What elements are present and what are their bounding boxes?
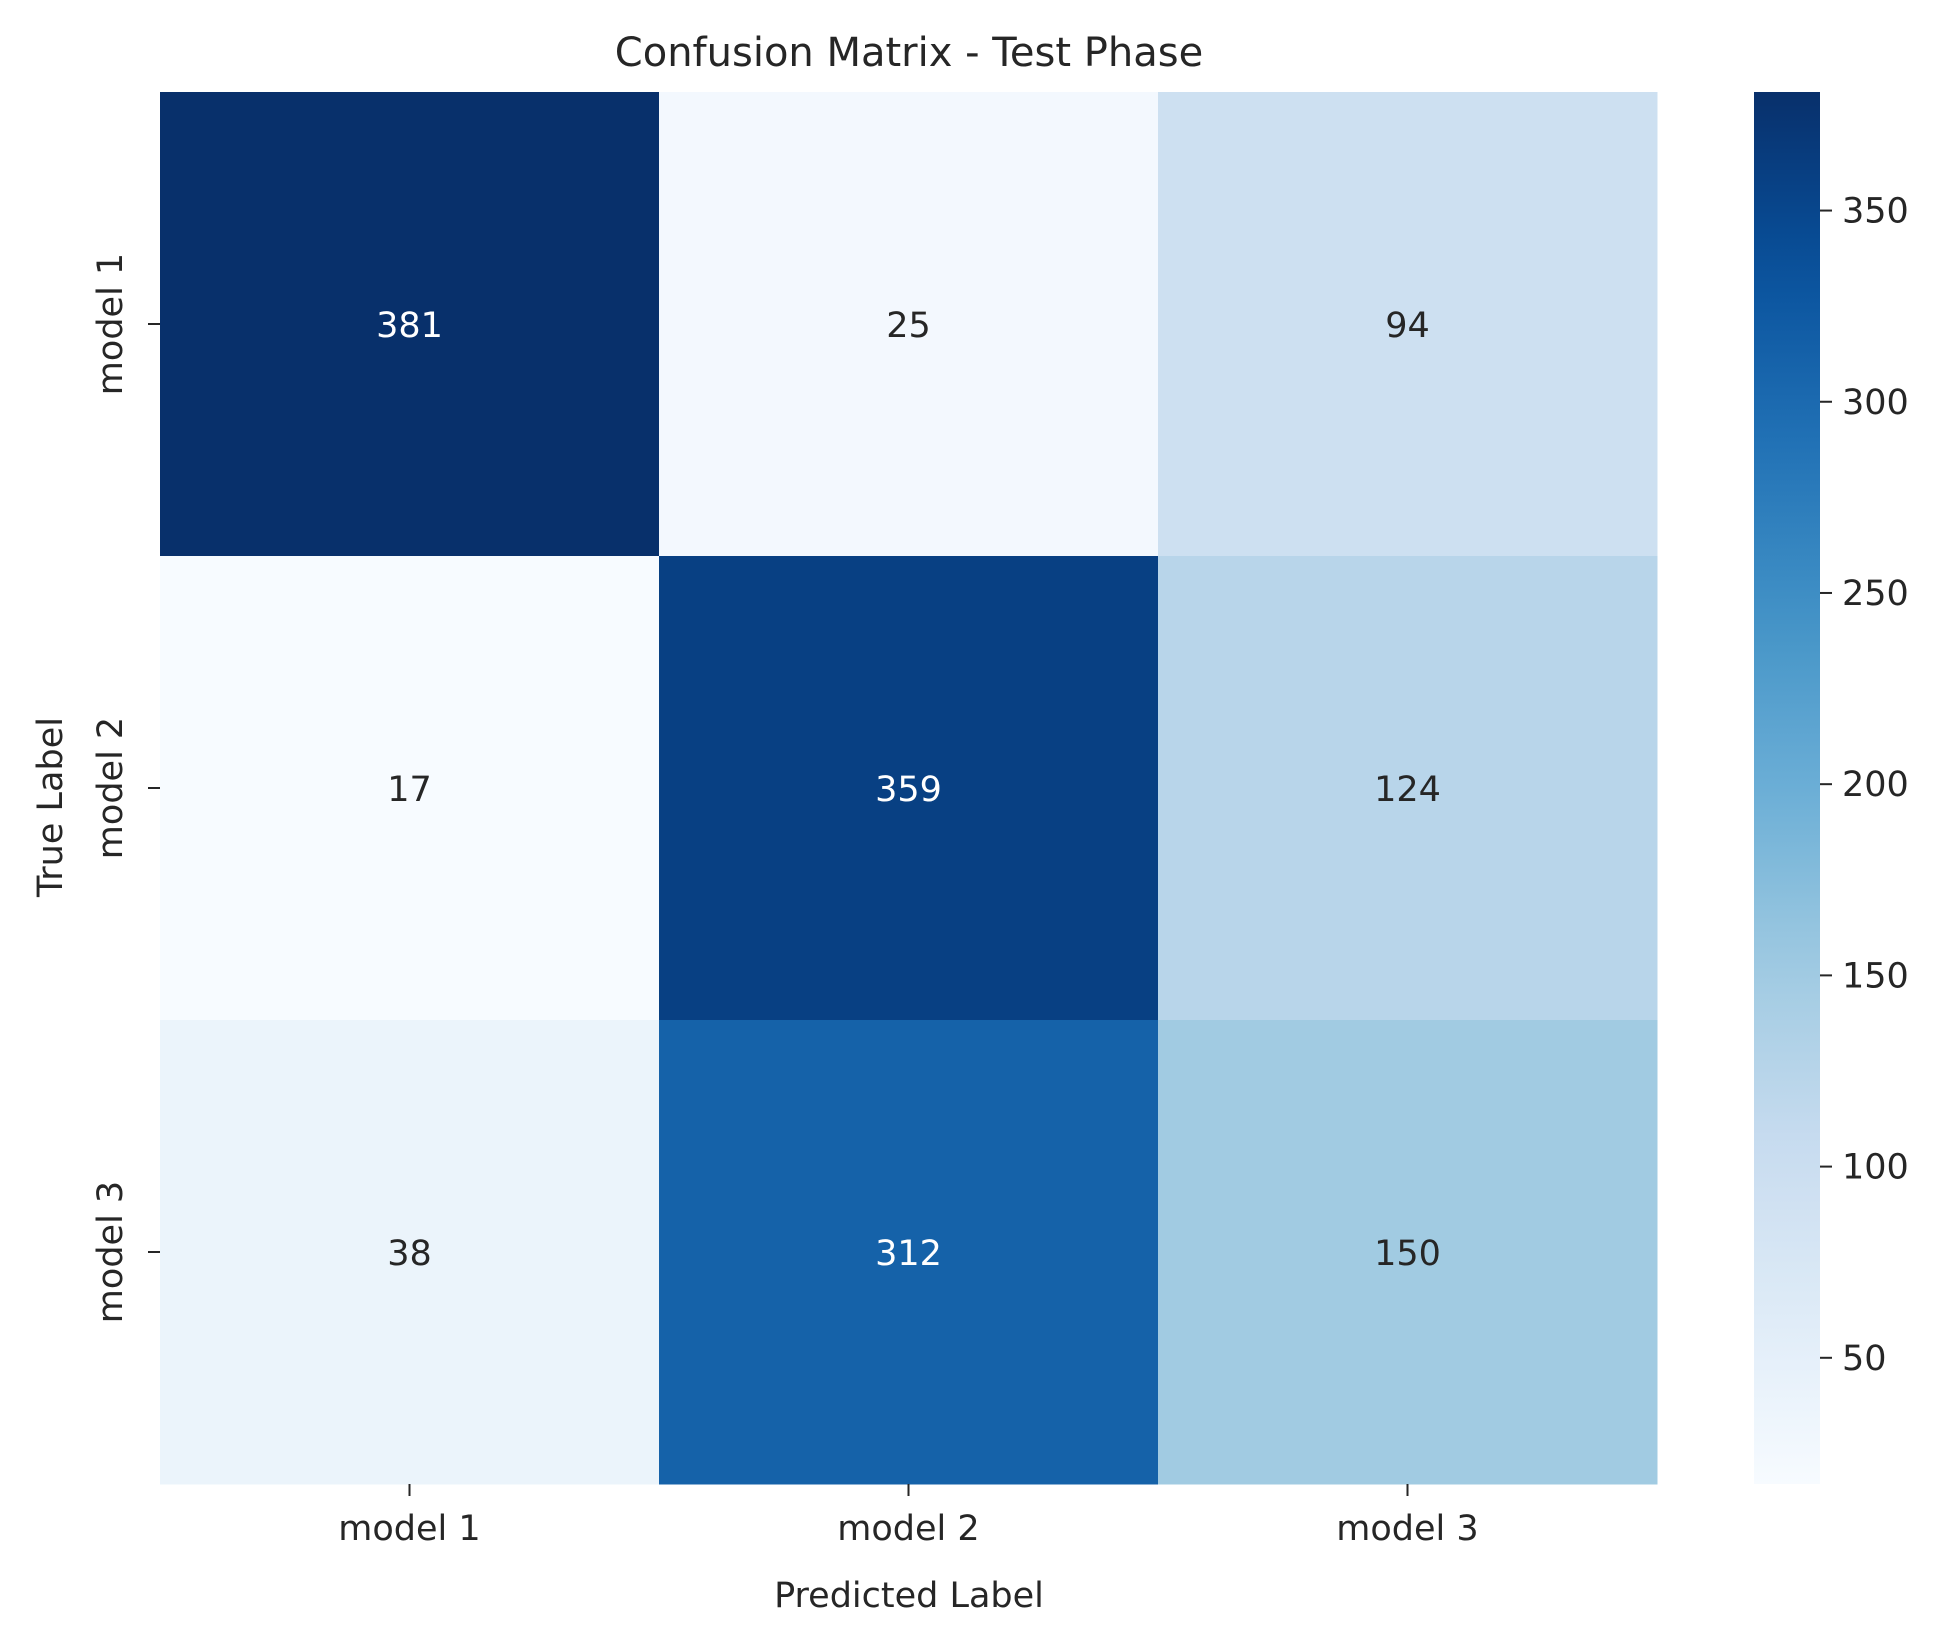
- cell-value: 17: [387, 770, 432, 810]
- y-axis-ticks: model 1 model 2 model 3: [91, 253, 160, 1323]
- heatmap-cell: [659, 556, 1159, 1021]
- x-axis-ticks: model 1 model 2 model 3: [338, 1484, 1479, 1549]
- cell-annotations: 381 25 94 17 359 124 38 312 150: [376, 306, 1441, 1274]
- heatmap-cell: [1158, 92, 1658, 557]
- y-tick-label: model 1: [91, 253, 131, 395]
- y-tick-label: model 3: [91, 1181, 131, 1323]
- cell-value: 381: [376, 306, 443, 346]
- colorbar-tick-label: 200: [1842, 765, 1909, 805]
- x-tick-label: model 2: [837, 1509, 979, 1549]
- cell-value: 359: [875, 770, 942, 810]
- cell-value: 25: [886, 306, 931, 346]
- colorbar-tick-label: 300: [1842, 383, 1909, 423]
- colorbar-gradient: [1754, 92, 1820, 1484]
- cell-value: 94: [1385, 306, 1430, 346]
- y-axis-label: True Label: [31, 717, 71, 898]
- heatmap-cell: [1158, 1020, 1658, 1485]
- x-axis-label: Predicted Label: [774, 1576, 1044, 1616]
- cell-value: 150: [1374, 1234, 1441, 1274]
- colorbar-tick-label: 250: [1842, 574, 1909, 614]
- colorbar-tick-label: 350: [1842, 192, 1909, 232]
- cell-value: 38: [387, 1234, 432, 1274]
- x-tick-label: model 1: [338, 1509, 480, 1549]
- heatmap-cell: [659, 92, 1159, 557]
- colorbar-tick-label: 50: [1842, 1339, 1887, 1379]
- colorbar-tick-label: 100: [1842, 1148, 1909, 1188]
- heatmap-cell: [160, 1020, 660, 1485]
- colorbar-tick-label: 150: [1842, 956, 1909, 996]
- y-tick-label: model 2: [91, 717, 131, 859]
- x-tick-label: model 3: [1336, 1509, 1478, 1549]
- colorbar: 50 100 150 200 250 300 350: [1754, 92, 1909, 1484]
- heatmap-cell: [659, 1020, 1159, 1485]
- cell-value: 312: [875, 1234, 942, 1274]
- heatmap-cell: [1158, 556, 1658, 1021]
- heatmap-cell: [160, 556, 660, 1021]
- heatmap-cell: [160, 92, 660, 557]
- heatmap-cells: [160, 92, 1658, 1485]
- cell-value: 124: [1374, 770, 1441, 810]
- chart-title: Confusion Matrix - Test Phase: [615, 30, 1203, 76]
